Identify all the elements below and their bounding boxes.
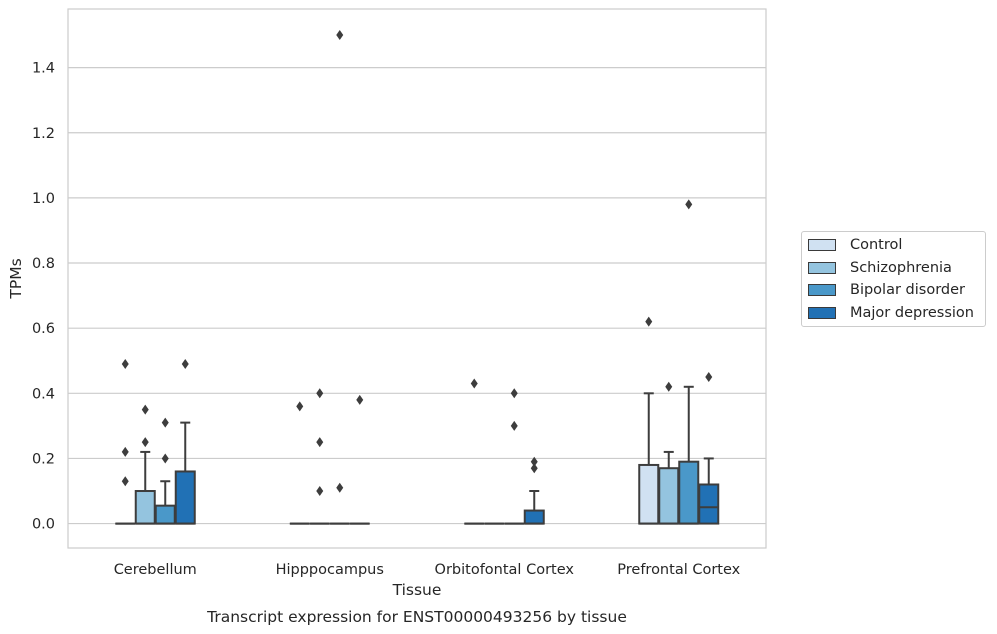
- box-0-1: [134, 404, 156, 525]
- legend-swatch: [808, 284, 836, 296]
- box-3-1: [658, 381, 680, 525]
- legend-item: Schizophrenia: [808, 258, 952, 278]
- box-1-0: [289, 401, 310, 525]
- x-tick-label: Orbitofontal Cortex: [435, 562, 575, 578]
- y-tick-label: 1.2: [32, 126, 55, 142]
- box-0-0: [115, 358, 136, 525]
- outlier-point: [665, 381, 673, 392]
- box-body: [134, 490, 156, 525]
- box-2-0: [464, 378, 485, 525]
- y-tick-label: 1.0: [32, 191, 55, 207]
- box-3-3: [698, 372, 720, 525]
- x-tick-label: Prefrontal Cortex: [617, 562, 740, 578]
- outlier-point: [161, 417, 169, 428]
- legend-swatch: [808, 306, 836, 319]
- plot-frame: [67, 8, 767, 549]
- outlier-point: [530, 463, 538, 474]
- outlier-point: [510, 420, 518, 431]
- outlier-point: [316, 388, 324, 399]
- plot-area: [68, 9, 766, 548]
- legend-swatch: [808, 261, 836, 274]
- box-body: [698, 483, 720, 525]
- box-body: [678, 460, 700, 525]
- legend-label: Control: [850, 237, 903, 253]
- outlier-point: [336, 30, 344, 41]
- outlier-point: [470, 378, 478, 389]
- y-axis-label: TPMs: [7, 258, 25, 299]
- y-tick-label: 0.8: [32, 256, 55, 272]
- y-tick-label: 0.6: [32, 321, 55, 337]
- x-tick-label: Hipppocampus: [276, 562, 384, 578]
- x-axis-ticks: Cerebellum Hipppocampus Orbitofontal Corte…: [114, 562, 741, 578]
- outlier-point: [141, 404, 149, 415]
- box-0-3: [174, 358, 196, 525]
- x-tick-label: Cerebellum: [114, 562, 197, 578]
- legend-label: Schizophrenia: [850, 259, 952, 276]
- outlier-point: [356, 394, 364, 405]
- y-axis-ticks: 0.0 0.2 0.4 0.6 0.8 1.0 1.2 1.4: [32, 61, 55, 533]
- outlier-point: [121, 476, 129, 487]
- legend-item: Control: [808, 235, 902, 255]
- box-1-3: [349, 394, 370, 525]
- boxplots: [115, 30, 720, 525]
- outlier-point: [645, 316, 653, 327]
- outlier-point: [181, 358, 189, 369]
- outlier-point: [121, 358, 129, 369]
- box-2-3: [523, 456, 545, 525]
- outlier-point: [316, 486, 324, 497]
- outlier-point: [510, 388, 518, 399]
- box-1-2: [329, 30, 350, 525]
- box-body: [154, 504, 176, 525]
- outlier-point: [141, 437, 149, 448]
- outlier-point: [705, 372, 713, 383]
- legend-item: Bipolar disorder: [808, 280, 965, 300]
- outlier-point: [161, 453, 169, 464]
- y-tick-label: 0.2: [32, 451, 55, 467]
- box-body: [523, 509, 545, 525]
- legend-swatch: [808, 239, 836, 251]
- y-tick-label: 1.4: [32, 61, 55, 77]
- outlier-point: [316, 437, 324, 448]
- box-body: [174, 470, 196, 525]
- legend-item: Major depression: [808, 303, 974, 323]
- outlier-point: [336, 482, 344, 493]
- legend: Control Schizophrenia Bipolar disorder Majo…: [801, 231, 986, 327]
- legend-label: Major depression: [850, 304, 974, 321]
- y-tick-label: 0.0: [32, 517, 55, 533]
- outlier-point: [685, 199, 693, 210]
- legend-label: Bipolar disorder: [850, 282, 965, 298]
- box-1-1: [309, 388, 330, 525]
- outlier-point: [530, 456, 538, 467]
- outlier-point: [121, 446, 129, 457]
- x-axis-label: Tissue: [392, 581, 442, 599]
- y-tick-label: 0.4: [32, 386, 55, 402]
- box-2-2: [504, 388, 525, 525]
- outlier-point: [296, 401, 304, 412]
- chart-title: Transcript expression for ENST0000049325…: [206, 608, 627, 626]
- box-body: [638, 463, 660, 525]
- box-body: [658, 467, 680, 525]
